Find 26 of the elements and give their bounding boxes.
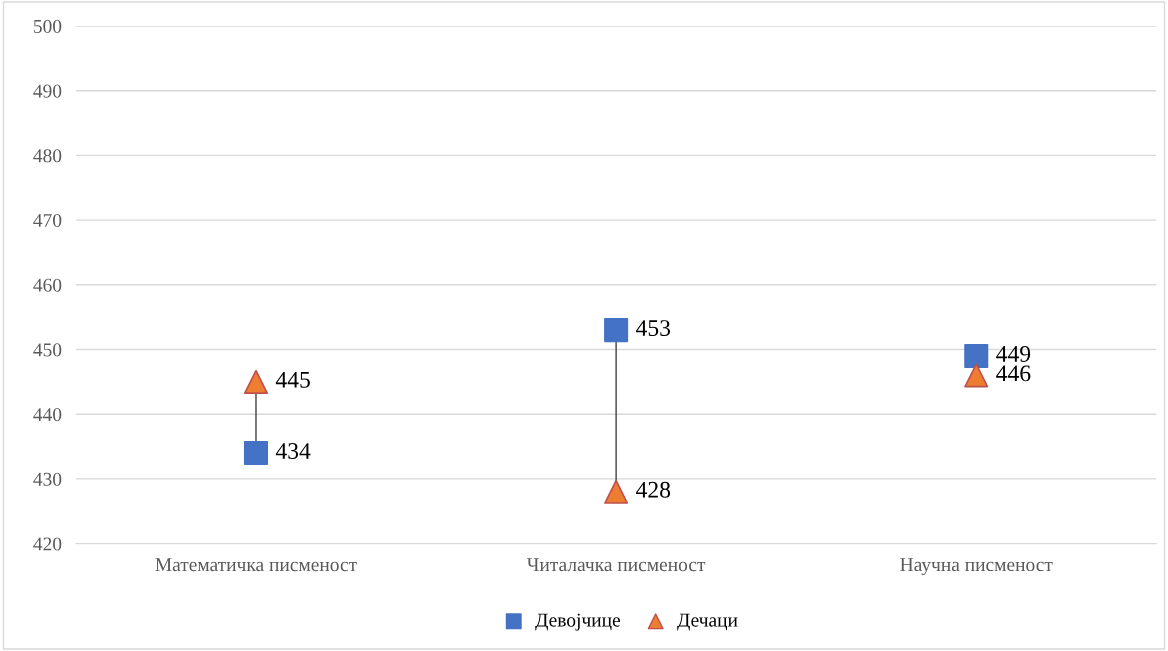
- x-tick-label: Математичка писменост: [155, 558, 357, 572]
- data-label: 446: [996, 365, 1031, 382]
- y-tick-label: 490: [33, 84, 62, 98]
- data-label: 428: [636, 481, 671, 498]
- y-tick-label: 500: [33, 19, 62, 33]
- y-tick-label: 430: [33, 472, 62, 486]
- data-label: 453: [636, 320, 671, 337]
- y-tick-label: 420: [33, 537, 62, 551]
- point: [964, 343, 989, 369]
- point: [604, 318, 629, 343]
- legend-label: Дечаци: [677, 613, 738, 631]
- y-tick-label: 460: [33, 278, 62, 292]
- y-tick-label: 440: [33, 408, 62, 422]
- y-tick-label: 480: [33, 149, 62, 163]
- legend-label: Девојчице: [535, 613, 620, 631]
- y-tick-label: 470: [33, 213, 62, 228]
- x-tick-label: Читалачка писменост: [526, 558, 706, 572]
- point: [604, 479, 629, 504]
- data-label: 434: [275, 443, 311, 459]
- point: [964, 363, 989, 388]
- point: [243, 440, 269, 466]
- point: [243, 369, 269, 394]
- y-tick-label: 450: [33, 343, 62, 357]
- data-label: 445: [275, 371, 310, 388]
- data-label: 449: [996, 346, 1031, 362]
- x-tick-label: Научна писменост: [900, 558, 1053, 576]
